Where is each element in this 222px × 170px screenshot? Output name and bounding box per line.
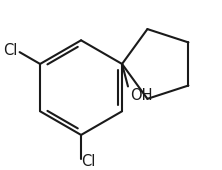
Text: OH: OH	[130, 88, 152, 103]
Text: Cl: Cl	[81, 154, 95, 169]
Text: Cl: Cl	[3, 43, 17, 58]
